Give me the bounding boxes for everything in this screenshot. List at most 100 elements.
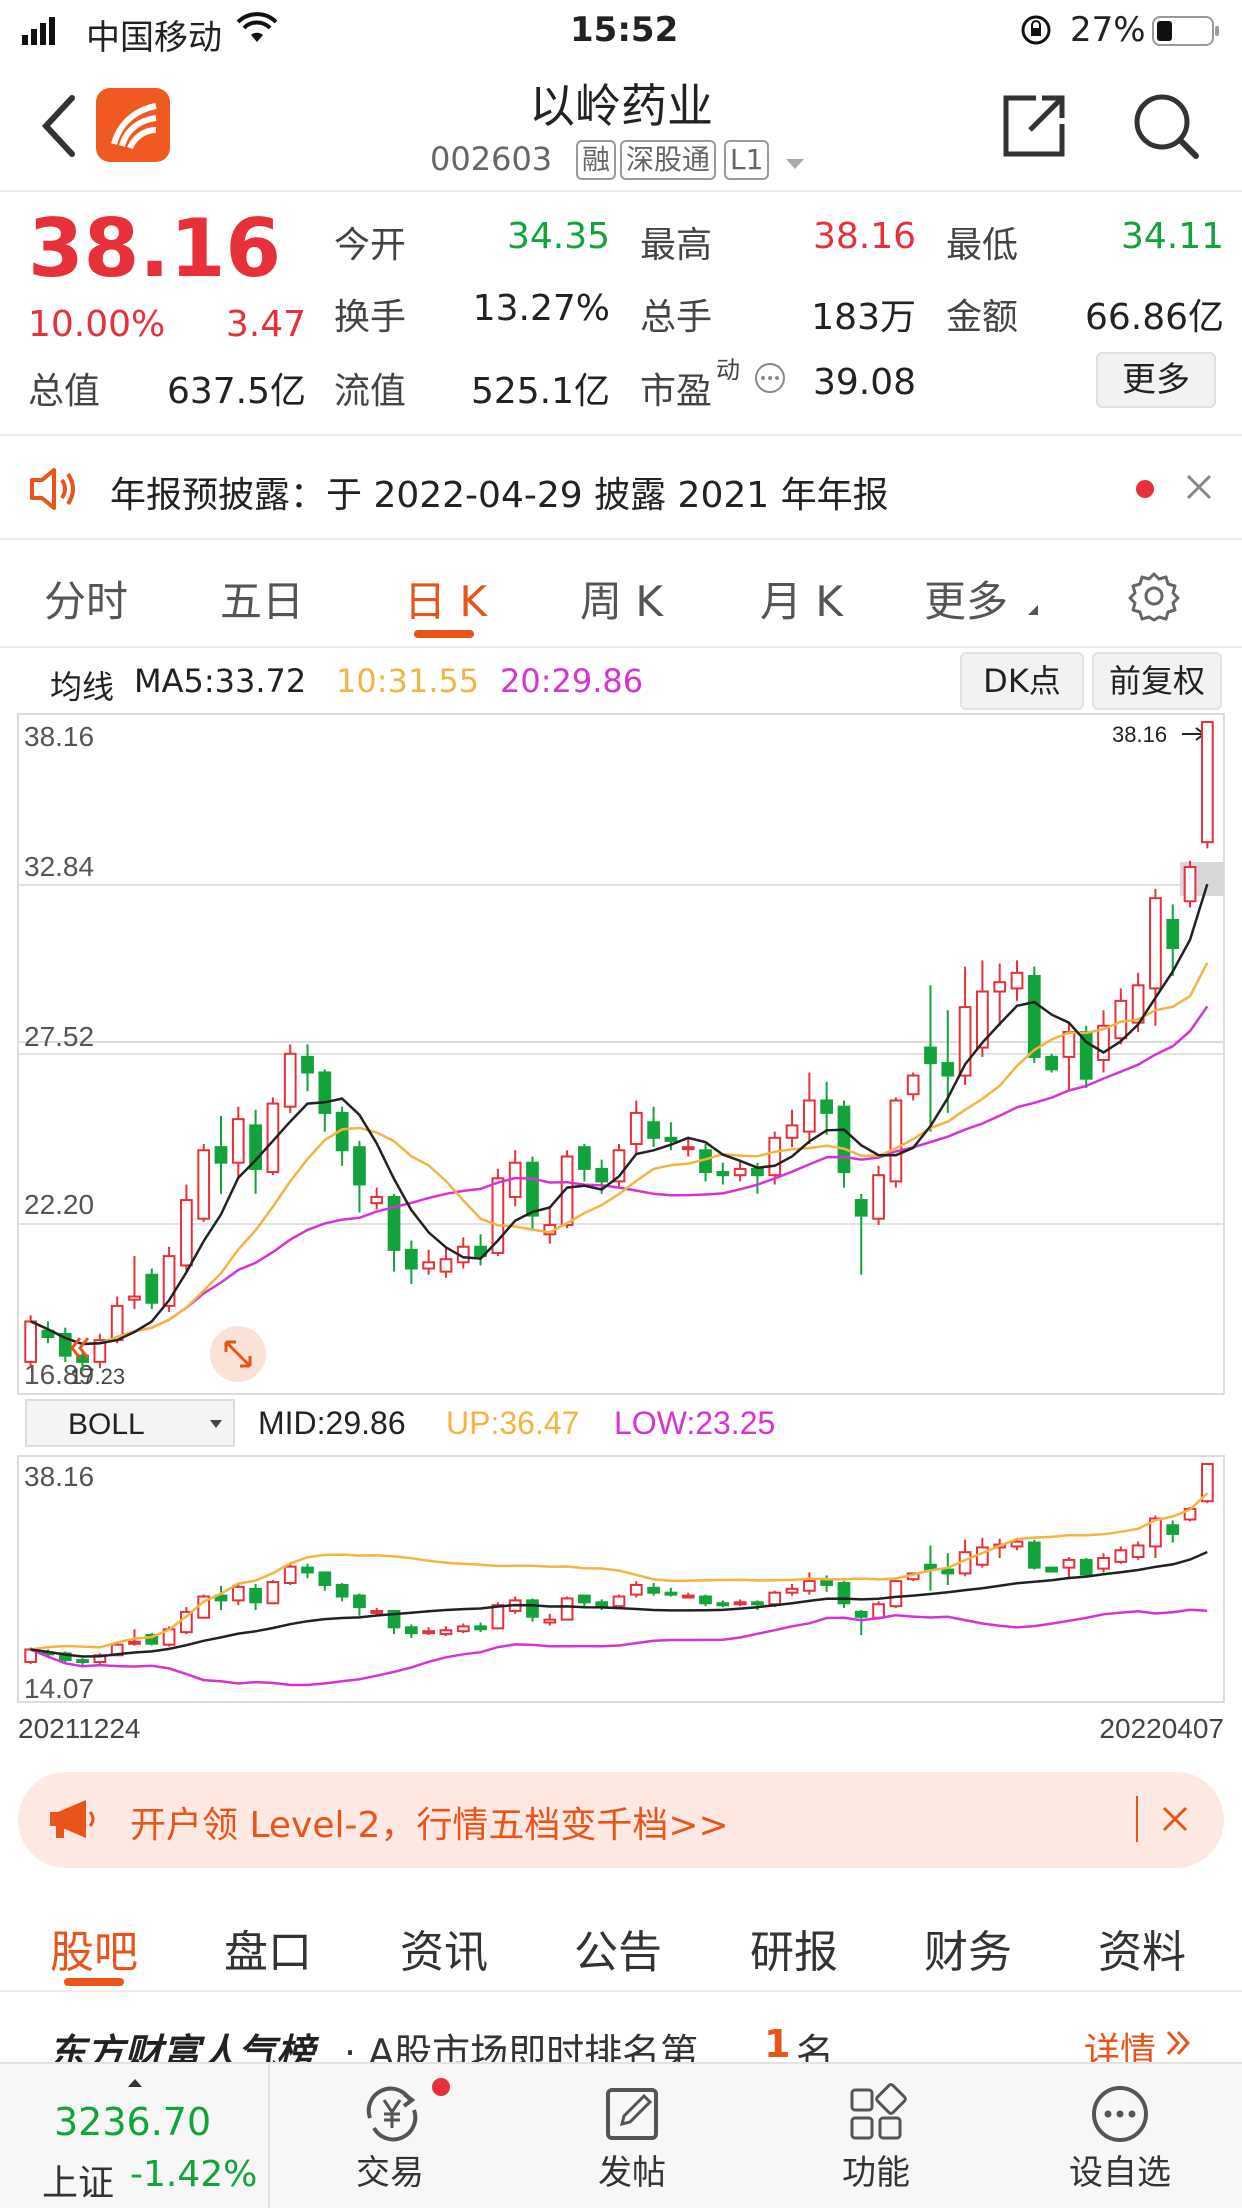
more-button[interactable]: 更多 bbox=[1096, 352, 1216, 408]
ranking-text: · A股市场即时排名第 bbox=[344, 2031, 699, 2062]
chevron-down-icon bbox=[210, 1420, 222, 1428]
candle bbox=[1097, 1553, 1110, 1573]
candle bbox=[1045, 1566, 1058, 1573]
close-icon[interactable] bbox=[1184, 472, 1214, 506]
open-label: 今开 bbox=[334, 225, 407, 266]
candle bbox=[162, 1246, 176, 1313]
candle bbox=[629, 1100, 643, 1154]
candle bbox=[1079, 1025, 1093, 1089]
ad-text: 开户领 Level-2，行情五档变千档>> bbox=[130, 1805, 729, 1846]
level2-ad-banner[interactable]: 开户领 Level-2，行情五档变千档>> bbox=[18, 1772, 1224, 1868]
ma5-value: MA5:33.72 bbox=[134, 662, 307, 700]
nav-add-watchlist[interactable]: 设自选 bbox=[1000, 2064, 1240, 2208]
candle bbox=[820, 1081, 834, 1135]
ma5-line bbox=[30, 883, 1209, 1346]
turnover-value: 13.27% bbox=[472, 288, 610, 329]
volume-label: 总手 bbox=[640, 297, 713, 338]
candle bbox=[1079, 1557, 1093, 1578]
tab-guba[interactable]: 股吧 bbox=[50, 1927, 138, 1978]
left-arrow-icon[interactable] bbox=[70, 1337, 90, 1359]
candle bbox=[335, 1106, 349, 1166]
ranking-row[interactable]: 东方财富人气榜 · A股市场即时排名第 1 名 详情 bbox=[0, 1994, 1242, 2062]
nav-trade[interactable]: 交易 bbox=[270, 2064, 510, 2208]
speaker-icon bbox=[28, 466, 80, 516]
ranking-detail-link[interactable]: 详情 bbox=[1084, 2031, 1157, 2062]
candle bbox=[145, 1268, 159, 1309]
ma10-line bbox=[30, 962, 1209, 1346]
candle bbox=[456, 1623, 470, 1634]
chart-period-tabs: 分时 五日 日 K 周 K 月 K 更多 bbox=[0, 540, 1242, 648]
low-label: 最低 bbox=[946, 225, 1019, 266]
tab-monthly-k[interactable]: 月 K bbox=[760, 577, 843, 626]
candle bbox=[1027, 966, 1041, 1064]
tab-news[interactable]: 资讯 bbox=[400, 1927, 488, 1978]
ma20-value: 20:29.86 bbox=[500, 662, 644, 700]
edit-icon bbox=[600, 2082, 664, 2150]
k-line-chart[interactable]: 38.16 32.84 27.52 22.20 16.89 17.23 38.1… bbox=[0, 648, 1242, 1748]
tab-finance[interactable]: 财务 bbox=[924, 1927, 1012, 1978]
adjust-button[interactable]: 前复权 bbox=[1092, 652, 1222, 710]
candle bbox=[1114, 988, 1128, 1045]
tab-research[interactable]: 研报 bbox=[750, 1927, 838, 1978]
back-icon[interactable] bbox=[40, 94, 80, 162]
dk-point-button[interactable]: DK点 bbox=[960, 652, 1084, 710]
candle bbox=[716, 1600, 730, 1608]
candle bbox=[1149, 1515, 1162, 1558]
tab-five-day[interactable]: 五日 bbox=[220, 577, 305, 626]
candle bbox=[1131, 1541, 1145, 1560]
float-value-label: 流值 bbox=[334, 371, 407, 412]
candle bbox=[439, 1246, 453, 1278]
boll-low: LOW:23.25 bbox=[614, 1405, 775, 1441]
candle bbox=[854, 1609, 868, 1636]
last-price-tag: 38.16 bbox=[1112, 722, 1167, 747]
candle bbox=[526, 1156, 539, 1232]
candle bbox=[820, 1575, 834, 1592]
stock-title: 以岭药业 bbox=[529, 79, 713, 133]
dropdown-icon[interactable] bbox=[784, 156, 806, 175]
tab-announcements[interactable]: 公告 bbox=[574, 1927, 662, 1978]
candle bbox=[854, 1193, 868, 1275]
candle bbox=[699, 1144, 712, 1182]
boll-selector[interactable] bbox=[25, 1399, 235, 1447]
candle bbox=[404, 1240, 418, 1285]
candle bbox=[768, 1131, 782, 1185]
tab-pankou[interactable]: 盘口 bbox=[224, 1927, 312, 1978]
boll-selector-label: BOLL bbox=[68, 1408, 145, 1441]
candle bbox=[180, 1184, 193, 1272]
notice-bar[interactable]: 年报预披露：于 2022-04-29 披露 2021 年年报 bbox=[0, 436, 1242, 540]
trade-badge-dot bbox=[432, 2078, 450, 2096]
close-icon[interactable] bbox=[1160, 1804, 1190, 1838]
candle bbox=[266, 1097, 280, 1176]
signal-icon bbox=[22, 14, 58, 54]
nav-functions[interactable]: 功能 bbox=[756, 2064, 996, 2208]
tab-more[interactable]: 更多 bbox=[924, 577, 1009, 626]
boll-axis-bottom: 14.07 bbox=[24, 1673, 94, 1704]
date-end: 20220407 bbox=[1099, 1713, 1224, 1744]
search-icon[interactable] bbox=[1130, 90, 1202, 166]
index-ticker[interactable]: 3236.70 上证 -1.42% bbox=[0, 2064, 270, 2208]
candle bbox=[335, 1583, 349, 1602]
badge-margin: 融 bbox=[576, 140, 617, 180]
gear-icon[interactable] bbox=[1128, 570, 1180, 626]
candle bbox=[1166, 904, 1180, 976]
pe-info-icon[interactable] bbox=[754, 362, 786, 398]
candle bbox=[1183, 860, 1197, 908]
candle bbox=[733, 1159, 747, 1182]
nav-post[interactable]: 发帖 bbox=[512, 2064, 752, 2208]
expand-chart-icon[interactable] bbox=[210, 1326, 266, 1382]
total-value-label: 总值 bbox=[28, 371, 101, 412]
candle bbox=[993, 963, 1007, 1026]
candle bbox=[58, 1327, 72, 1362]
index-change: -1.42% bbox=[130, 2154, 258, 2195]
candle bbox=[1010, 960, 1024, 1001]
tab-daily-k[interactable]: 日 K bbox=[404, 577, 487, 626]
candle bbox=[837, 1581, 851, 1609]
tab-intraday[interactable]: 分时 bbox=[44, 577, 129, 626]
tab-weekly-k[interactable]: 周 K bbox=[580, 577, 663, 626]
tab-profile[interactable]: 资料 bbox=[1098, 1927, 1186, 1978]
boll-mid-line bbox=[30, 1550, 1208, 1658]
ranking-suffix: 名 bbox=[796, 2031, 835, 2062]
bottom-nav: 3236.70 上证 -1.42% 交易 发帖 功能 设自选 bbox=[0, 2062, 1242, 2208]
share-icon[interactable] bbox=[1000, 90, 1070, 164]
candle bbox=[318, 1069, 332, 1132]
